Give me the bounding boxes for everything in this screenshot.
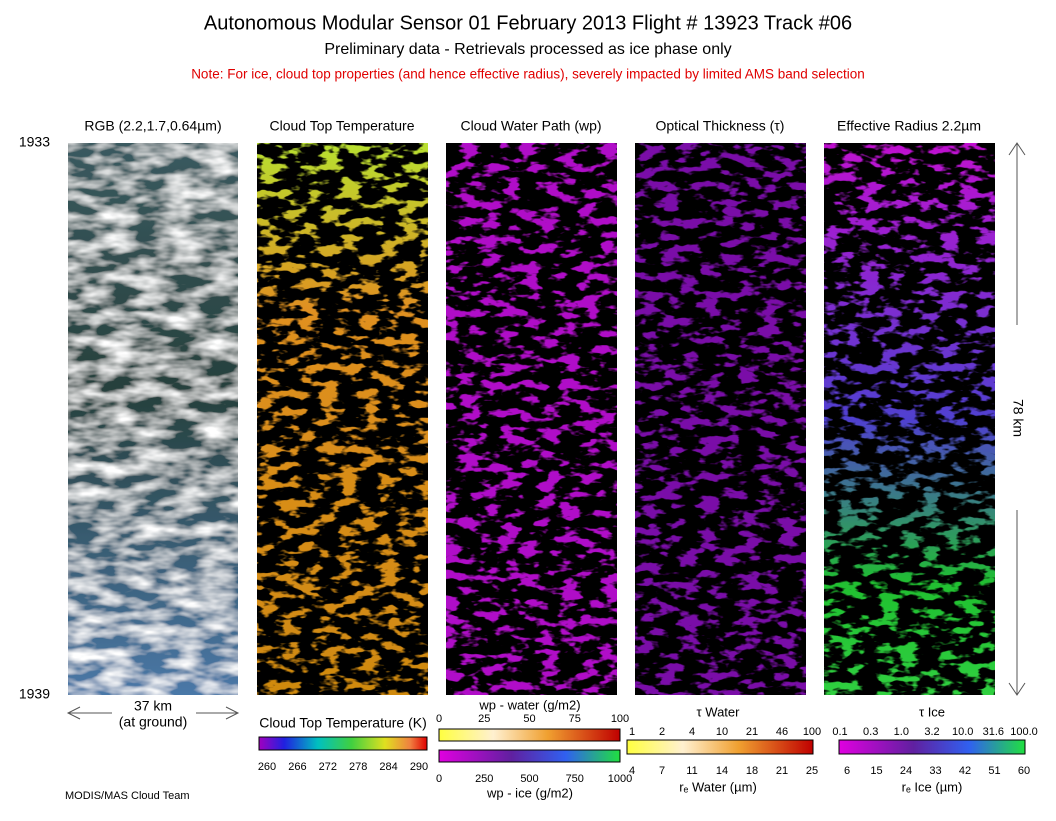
- colorbar: [438, 728, 621, 742]
- colorbar-title: rₑ Ice (µm): [902, 779, 963, 794]
- colorbar-tick: 14: [716, 765, 728, 777]
- colorbar-tick: 284: [379, 761, 397, 773]
- colorbar-tick: 10: [716, 726, 728, 738]
- across-scale: 37 km: [134, 698, 172, 714]
- colorbar-tick: 1: [629, 726, 635, 738]
- subtitle: Preliminary data - Retrievals processed …: [324, 41, 731, 58]
- colorbar: [838, 739, 1026, 755]
- colorbar-tick: 266: [288, 761, 306, 773]
- footer: MODIS/MAS Cloud Team: [65, 790, 190, 802]
- panel-title: RGB (2.2,1.7,0.64µm): [84, 118, 221, 134]
- panel-title: Cloud Top Temperature: [269, 118, 414, 134]
- ctt-image: [257, 143, 428, 695]
- colorbar-tick: 3.2: [924, 726, 939, 738]
- colorbar-title: τ Ice: [919, 704, 945, 719]
- colorbar-tick: 46: [776, 726, 788, 738]
- colorbar-tick: 42: [959, 765, 971, 777]
- colorbar-tick: 260: [258, 761, 276, 773]
- across-arrow: [66, 706, 240, 720]
- wp-image: [446, 143, 617, 695]
- colorbar-tick: 100: [611, 713, 629, 725]
- colorbar-tick: 4: [689, 726, 695, 738]
- colorbar-title: τ Water: [697, 704, 741, 719]
- panel-title: Optical Thickness (τ): [656, 118, 785, 134]
- colorbar-tick: 24: [900, 765, 912, 777]
- colorbar-tick: 278: [349, 761, 367, 773]
- colorbar: [438, 749, 621, 763]
- along-scale: 78 km: [1010, 399, 1026, 437]
- rgb-image: [68, 143, 238, 695]
- colorbar-tick: 6: [844, 765, 850, 777]
- colorbar-title: Cloud Top Temperature (K): [259, 715, 427, 731]
- colorbar-tick: 33: [929, 765, 941, 777]
- colorbar-tick: 50: [523, 713, 535, 725]
- colorbar-tick: 750: [566, 773, 584, 785]
- colorbar-tick: 290: [410, 761, 428, 773]
- re-image: [824, 143, 995, 695]
- title: Autonomous Modular Sensor 01 February 20…: [204, 12, 852, 34]
- colorbar-tick: 75: [569, 713, 581, 725]
- colorbar-title: rₑ Water (µm): [679, 779, 757, 794]
- time-start: 1933: [19, 134, 50, 150]
- colorbar-tick: 25: [478, 713, 490, 725]
- colorbar-tick: 7: [659, 765, 665, 777]
- colorbar-tick: 0.3: [863, 726, 878, 738]
- colorbar-tick: 25: [806, 765, 818, 777]
- across-note: (at ground): [119, 714, 187, 730]
- time-end: 1939: [19, 686, 50, 702]
- colorbar-tick: 500: [520, 773, 538, 785]
- colorbar-tick: 31.6: [983, 726, 1004, 738]
- tau-image: [635, 143, 806, 695]
- colorbar-tick: 250: [475, 773, 493, 785]
- colorbar-title: wp - water (g/m2): [478, 697, 580, 712]
- colorbar-tick: 18: [746, 765, 758, 777]
- colorbar-tick: 60: [1018, 765, 1030, 777]
- panel-title: Effective Radius 2.2µm: [837, 118, 981, 134]
- colorbar-tick: 11: [686, 765, 697, 777]
- colorbar: [258, 736, 428, 751]
- colorbar-tick: 21: [776, 765, 788, 777]
- colorbar-tick: 1.0: [894, 726, 909, 738]
- colorbar-tick: 1000: [608, 773, 632, 785]
- note: Note: For ice, cloud top properties (and…: [191, 67, 865, 82]
- colorbar-title: wp - ice (g/m2): [486, 785, 573, 800]
- colorbar-tick: 100.0: [1010, 726, 1038, 738]
- along-arrow: [1008, 142, 1026, 696]
- colorbar-tick: 21: [746, 726, 758, 738]
- colorbar-tick: 51: [988, 765, 1000, 777]
- colorbar-tick: 100: [803, 726, 821, 738]
- panel-title: Cloud Water Path (wp): [460, 118, 601, 134]
- colorbar: [626, 739, 814, 755]
- colorbar-tick: 4: [629, 765, 635, 777]
- colorbar-tick: 0: [436, 773, 442, 785]
- colorbar-tick: 0.1: [832, 726, 847, 738]
- colorbar-tick: 15: [870, 765, 882, 777]
- colorbar-tick: 10.0: [952, 726, 973, 738]
- colorbar-tick: 272: [319, 761, 337, 773]
- colorbar-tick: 0: [436, 713, 442, 725]
- colorbar-tick: 2: [659, 726, 665, 738]
